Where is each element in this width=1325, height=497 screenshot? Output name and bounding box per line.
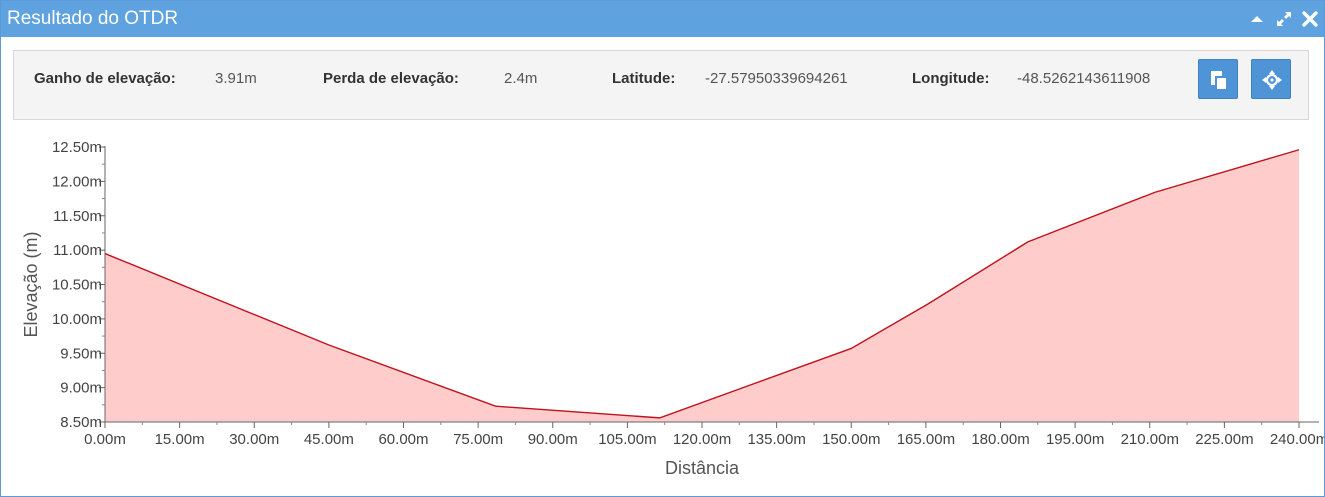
- y-tick-label: 10.50m: [52, 277, 102, 294]
- window-title: Resultado do OTDR: [7, 8, 179, 29]
- x-tick-label: 75.00m: [453, 431, 503, 448]
- gain-value: 3.91m: [215, 70, 257, 87]
- y-axis-title: Elevação (m): [21, 231, 41, 337]
- copy-button[interactable]: [1198, 59, 1238, 99]
- x-tick-label: 165.00m: [897, 431, 955, 448]
- x-tick-label: 210.00m: [1121, 431, 1179, 448]
- x-tick-label: 90.00m: [528, 431, 578, 448]
- loss-value: 2.4m: [504, 70, 538, 87]
- latitude-label: Latitude:: [612, 70, 676, 87]
- x-tick-label: 60.00m: [378, 431, 428, 448]
- expand-icon[interactable]: [1274, 9, 1294, 29]
- elevation-chart: 8.50m 9.00m 9.50m 10.00m 10.50m 11.00m 11.50m 1…: [21, 139, 1324, 478]
- y-tick-label: 8.50m: [60, 414, 102, 431]
- y-tick-label: 12.50m: [52, 139, 102, 156]
- latitude-value: -27.57950339694261: [705, 70, 848, 87]
- caret-up-icon[interactable]: [1247, 9, 1267, 29]
- y-tick-label: 11.50m: [53, 208, 102, 225]
- longitude-label: Longitude:: [912, 70, 990, 87]
- x-tick-label: 225.00m: [1195, 431, 1253, 448]
- y-tick-label: 9.50m: [60, 345, 102, 362]
- close-icon[interactable]: [1300, 9, 1320, 29]
- elevation-area-0: [105, 149, 1299, 422]
- y-tick-label: 12.00m: [52, 173, 102, 190]
- x-tick-label: 150.00m: [822, 431, 880, 448]
- x-tick-label: 180.00m: [971, 431, 1029, 448]
- x-tick-label: 105.00m: [598, 431, 656, 448]
- y-tick-label: 9.00m: [60, 380, 102, 397]
- window-titlebar[interactable]: Resultado do OTDR: [1, 1, 1324, 37]
- x-tick-label: 0.00m: [84, 431, 126, 448]
- x-tick-label: 120.00m: [673, 431, 731, 448]
- crosshair-icon: [1262, 70, 1282, 90]
- x-tick-label: 240.00m: [1270, 431, 1324, 448]
- locate-button[interactable]: [1251, 59, 1291, 99]
- x-axis-title: Distância: [665, 458, 740, 478]
- gain-label: Ganho de elevação:: [34, 70, 176, 87]
- x-tick-label: 15.00m: [155, 431, 205, 448]
- y-tick-label: 11.00m: [53, 242, 102, 259]
- copy-icon: [1211, 71, 1226, 89]
- longitude-value: -48.5262143611908: [1017, 70, 1151, 87]
- x-tick-label: 30.00m: [229, 431, 279, 448]
- elevation-info-panel: Ganho de elevação: 3.91m Perda de elevaç…: [13, 50, 1309, 120]
- loss-label: Perda de elevação:: [323, 70, 459, 87]
- x-tick-label: 135.00m: [747, 431, 805, 448]
- x-tick-label: 45.00m: [304, 431, 354, 448]
- window-controls: [1245, 9, 1320, 29]
- x-tick-label: 195.00m: [1046, 431, 1104, 448]
- y-tick-label: 10.00m: [52, 311, 102, 328]
